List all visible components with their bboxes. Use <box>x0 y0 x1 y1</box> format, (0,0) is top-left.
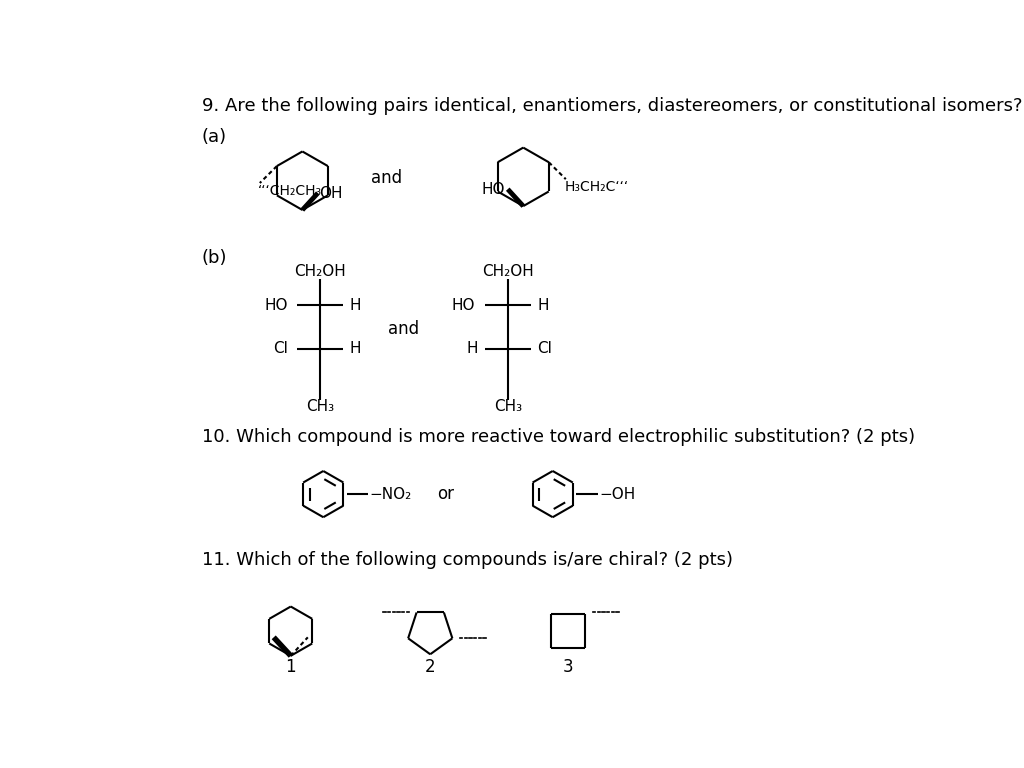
Text: −OH: −OH <box>599 487 636 502</box>
Text: H: H <box>349 341 361 356</box>
Text: 2: 2 <box>425 658 435 677</box>
Text: CH₂OH: CH₂OH <box>294 264 346 279</box>
Text: ‘‘‘CH₂CH₃: ‘‘‘CH₂CH₃ <box>258 184 323 197</box>
Text: −NO₂: −NO₂ <box>370 487 412 502</box>
Text: or: or <box>437 485 455 503</box>
Text: OH: OH <box>319 186 343 200</box>
Text: H: H <box>467 341 478 356</box>
Text: HO: HO <box>481 182 505 197</box>
Text: and: and <box>371 170 401 187</box>
Text: HO: HO <box>452 298 475 313</box>
Text: CH₂OH: CH₂OH <box>482 264 534 279</box>
Text: HO: HO <box>264 298 288 313</box>
Text: H: H <box>538 298 549 313</box>
Text: CH₃: CH₃ <box>494 399 522 414</box>
Text: 10. Which compound is more reactive toward electrophilic substitution? (2 pts): 10. Which compound is more reactive towa… <box>202 428 914 446</box>
Text: 3: 3 <box>563 658 573 677</box>
Text: H: H <box>349 298 361 313</box>
Text: CH₃: CH₃ <box>306 399 334 414</box>
Text: (a): (a) <box>202 127 226 146</box>
Text: 11. Which of the following compounds is/are chiral? (2 pts): 11. Which of the following compounds is/… <box>202 551 732 569</box>
Text: (b): (b) <box>202 249 227 266</box>
Text: 1: 1 <box>286 658 296 677</box>
Text: and: and <box>387 320 419 339</box>
Text: 9. Are the following pairs identical, enantiomers, diastereomers, or constitutio: 9. Are the following pairs identical, en… <box>202 97 1024 115</box>
Text: Cl: Cl <box>272 341 288 356</box>
Text: H₃CH₂C‘‘‘: H₃CH₂C‘‘‘ <box>564 180 629 194</box>
Text: Cl: Cl <box>538 341 552 356</box>
